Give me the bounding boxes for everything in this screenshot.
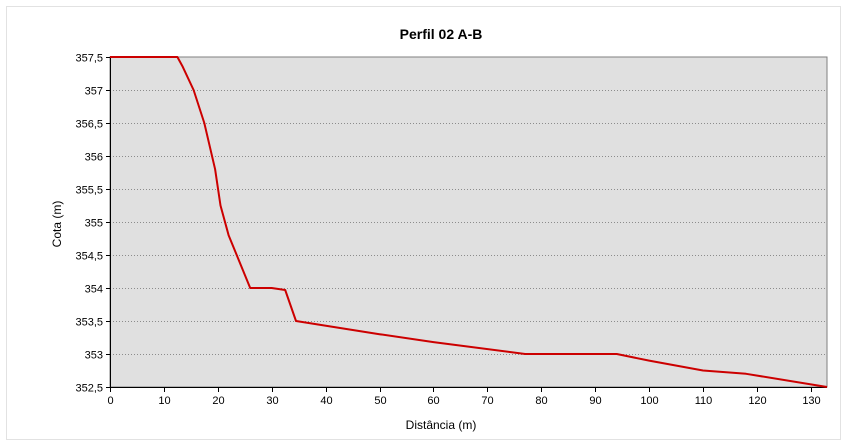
y-tick-label: 355,5 <box>75 185 103 197</box>
series-layer <box>110 56 828 388</box>
y-tick-label: 357,5 <box>75 53 103 65</box>
y-tick-label: 353,5 <box>75 317 103 329</box>
y-tick-label: 354,5 <box>75 251 103 263</box>
y-tick-label: 353 <box>85 350 103 362</box>
y-tick-label: 352,5 <box>75 383 103 395</box>
y-axis-label: Cota (m) <box>50 201 64 248</box>
x-axis-label: Distância (m) <box>406 418 477 432</box>
chart-title: Perfil 02 A-B <box>400 26 483 42</box>
y-tick-label: 355 <box>85 218 103 230</box>
x-tick-label: 60 <box>427 395 439 407</box>
chart-outer-border <box>6 6 841 440</box>
x-tick-label: 20 <box>212 395 224 407</box>
x-tick-label: 50 <box>374 395 386 407</box>
x-tick-label: 10 <box>158 395 170 407</box>
series-line-profile <box>110 56 828 388</box>
x-tick-label: 110 <box>695 395 713 407</box>
y-tick-label: 356 <box>85 152 103 164</box>
x-tick-label: 70 <box>481 395 493 407</box>
x-tick-label: 100 <box>640 395 658 407</box>
y-tick-label: 356,5 <box>75 119 103 131</box>
x-tick-label: 30 <box>266 395 278 407</box>
y-tick-label: 354 <box>85 284 103 296</box>
x-tick-label: 40 <box>320 395 332 407</box>
x-tick-label: 130 <box>802 395 820 407</box>
x-tick-label: 80 <box>535 395 547 407</box>
axes: 352,5 353 353,5 354 354,5 355 355,5 356 356,5 357… <box>75 53 827 407</box>
y-tick-label: 357 <box>85 86 103 98</box>
x-tick-label: 90 <box>589 395 601 407</box>
x-tick-label: 0 <box>107 395 113 407</box>
grid-lines <box>110 90 827 355</box>
x-tick-label: 120 <box>748 395 766 407</box>
